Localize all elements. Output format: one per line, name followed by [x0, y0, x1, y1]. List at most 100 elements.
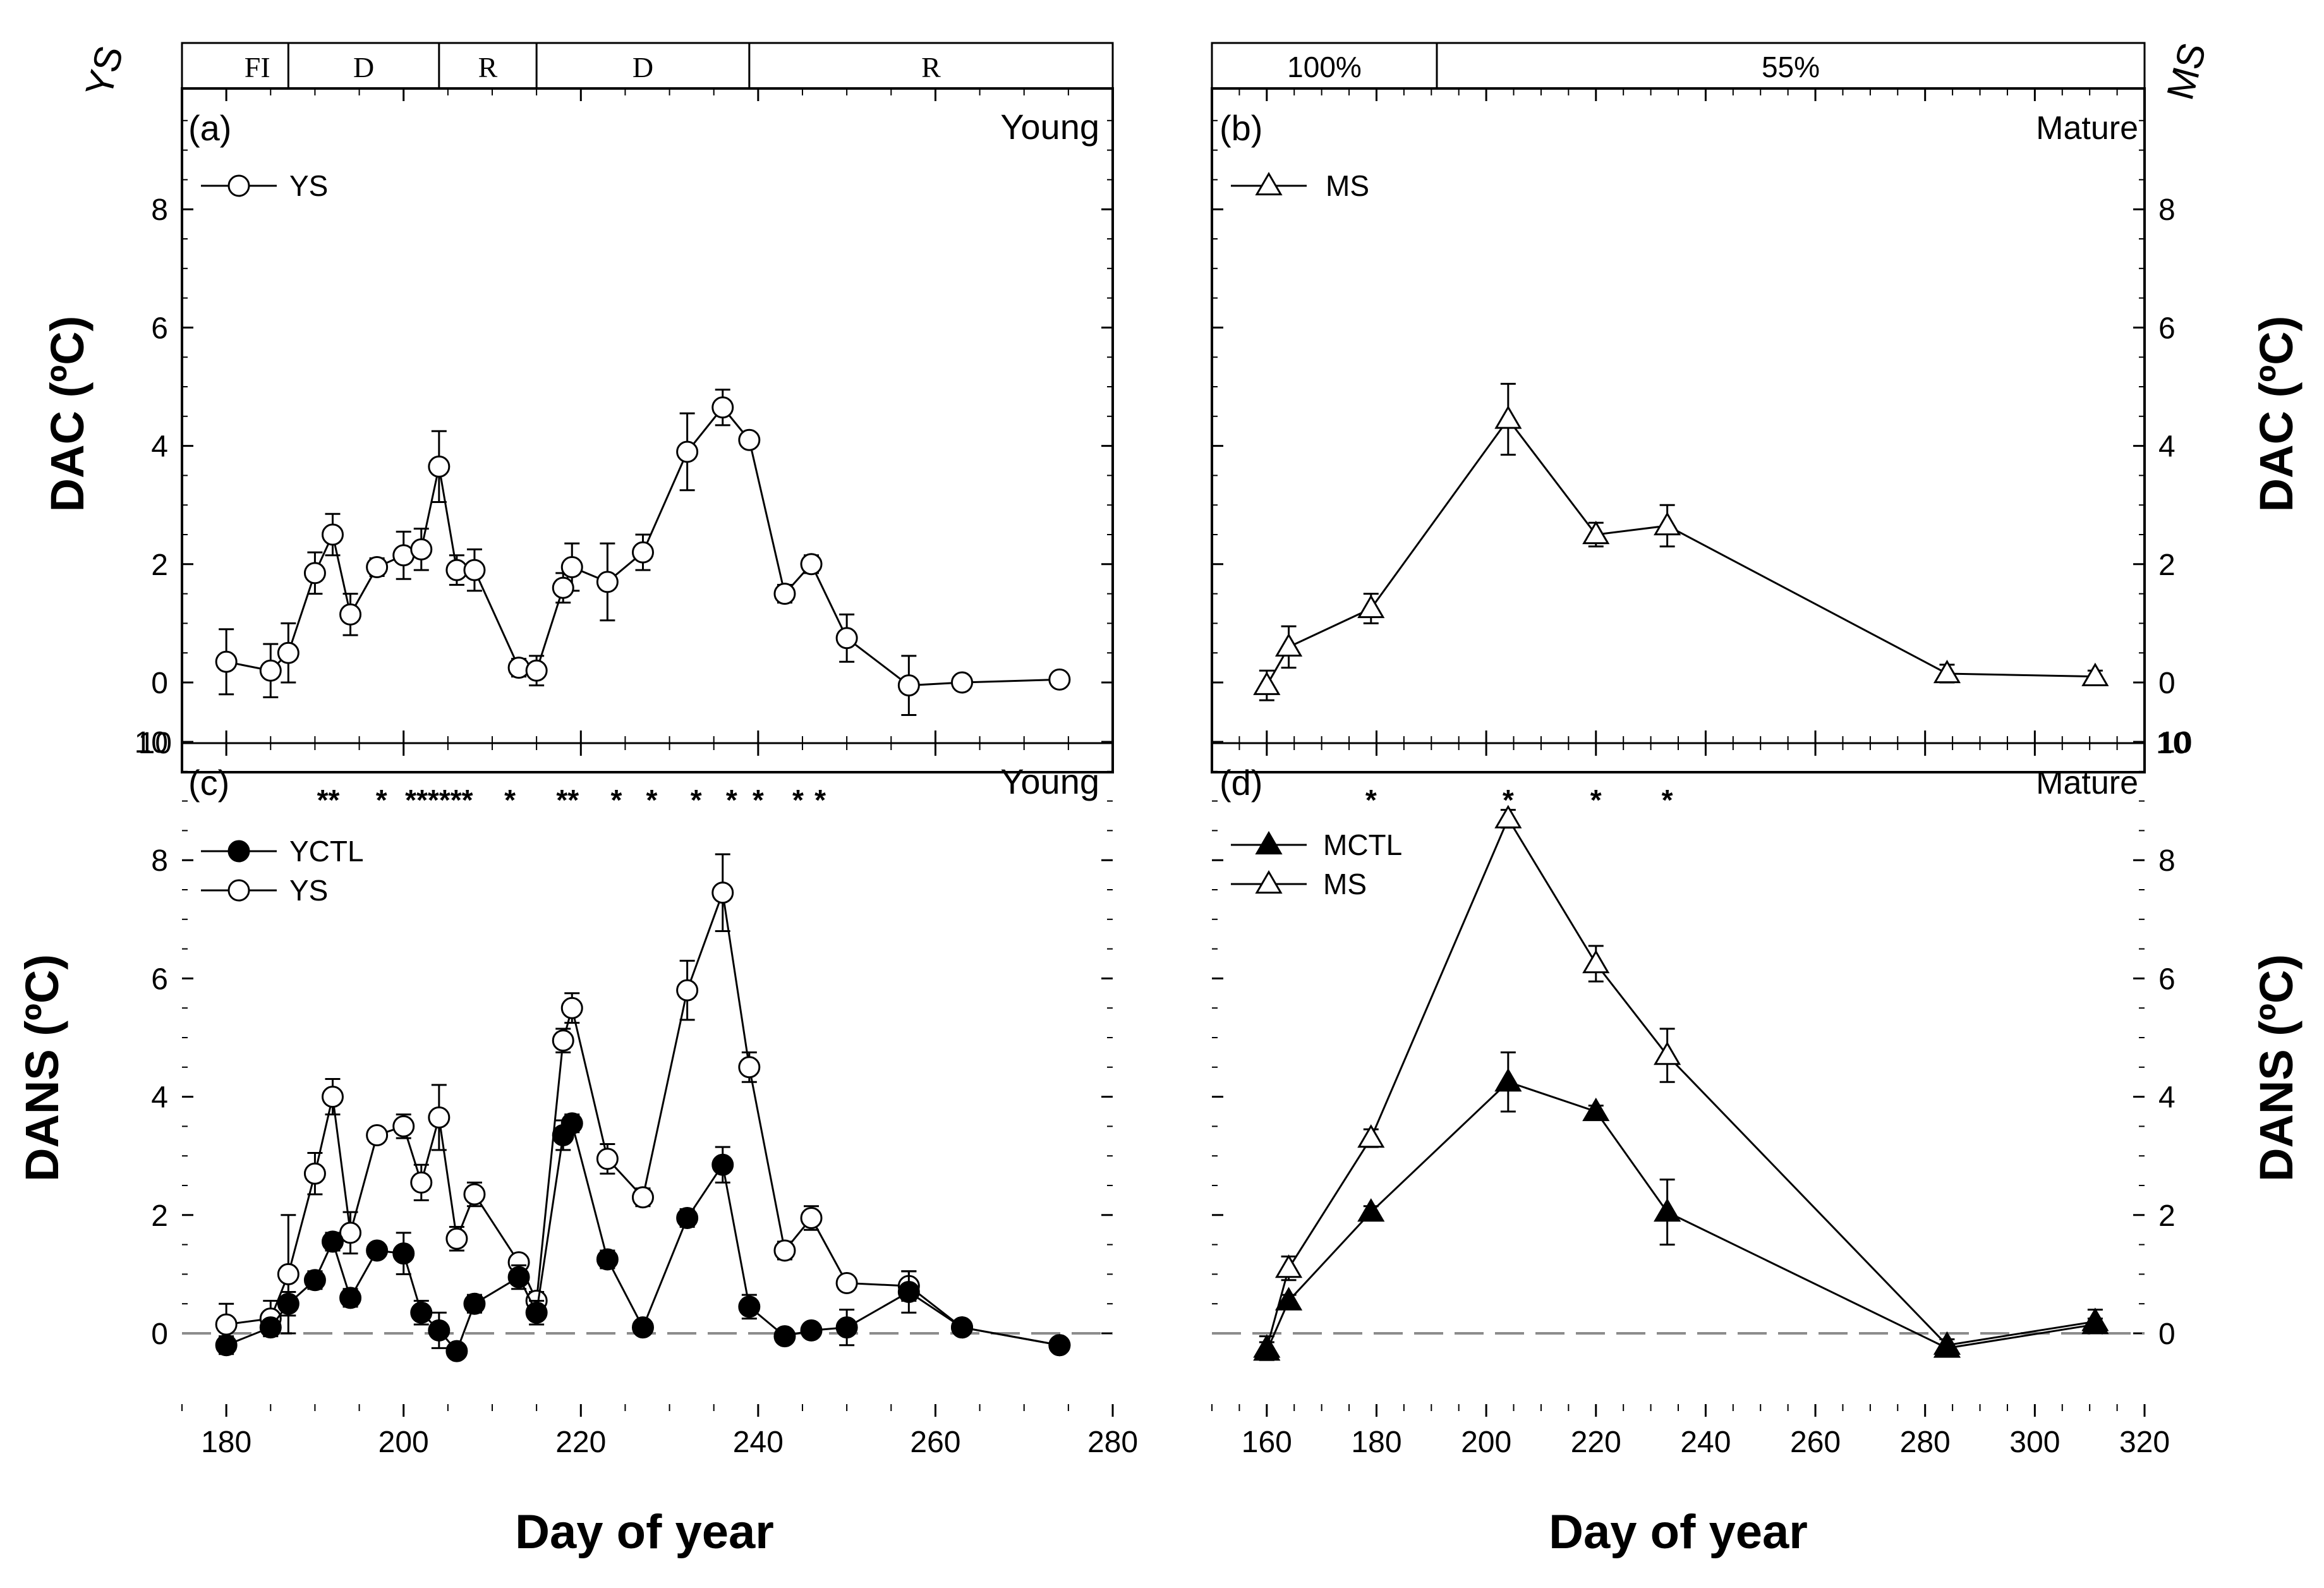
significance-mark-d: * — [1503, 784, 1514, 816]
data-point-a-ys — [897, 674, 920, 697]
data-point-c-ys — [676, 979, 699, 1002]
strip-right-segment-label: 100% — [1287, 51, 1362, 83]
significance-mark-c: * — [691, 784, 702, 816]
series-line-b-ms — [1266, 417, 2095, 686]
strip-left-segment-label: R — [921, 51, 941, 83]
y-axis-title-dac-left: DAC (ºC) — [41, 316, 94, 512]
data-point-c-ys — [215, 1313, 238, 1336]
data-point-d-ms — [1274, 1254, 1303, 1278]
data-point-d-mctl — [1357, 1198, 1385, 1222]
ytick-label-c: 6 — [151, 962, 168, 996]
ytick-label-a: 2 — [151, 549, 168, 582]
data-point-c-ys — [835, 1271, 858, 1294]
x-axis-title-left: Day of year — [515, 1505, 774, 1559]
data-point-d-mctl — [1494, 1068, 1522, 1092]
data-point-a-ys — [676, 440, 699, 463]
data-point-c-yctl — [445, 1340, 468, 1362]
legend-marker-c-ys — [227, 879, 250, 902]
significance-mark-c: ** — [556, 784, 579, 816]
data-point-c-yctl — [951, 1316, 974, 1339]
data-point-a-ys — [631, 541, 654, 564]
xtick-label-c: 220 — [555, 1426, 606, 1459]
data-point-c-yctl — [392, 1242, 415, 1265]
panel-d-label: (d) — [1219, 763, 1262, 803]
legend-marker-c-yctl — [227, 840, 250, 863]
xtick-label-d: 160 — [1242, 1426, 1292, 1459]
data-point-c-ys — [410, 1171, 433, 1194]
left-plot-frame — [181, 87, 1114, 773]
ytick-label-c: 2 — [151, 1199, 168, 1233]
legend-marker-b-ms — [1255, 172, 1283, 196]
data-point-c-yctl — [631, 1316, 654, 1339]
data-point-a-ys — [428, 455, 451, 478]
xtick-label-d: 200 — [1461, 1426, 1511, 1459]
data-point-c-ys — [339, 1221, 362, 1244]
data-point-c-yctl — [428, 1319, 451, 1342]
ytick-label-a: 6 — [151, 312, 168, 345]
data-point-a-ys — [773, 583, 796, 605]
x-axis-title-right: Day of year — [1549, 1505, 1808, 1559]
ytick-label-c: 4 — [151, 1081, 168, 1115]
data-point-b-ms — [2081, 662, 2109, 686]
data-point-a-ys — [463, 559, 486, 581]
ytick-label-b: 2 — [2158, 549, 2176, 582]
data-point-a-ys — [552, 576, 574, 599]
data-point-c-ys — [552, 1029, 574, 1052]
ytick-label-b: 8 — [2158, 193, 2176, 227]
legend-b-ms-label: MS — [1326, 169, 1369, 202]
data-point-c-yctl — [303, 1269, 326, 1292]
data-point-c-ys — [321, 1086, 344, 1108]
data-point-a-ys — [800, 553, 823, 576]
ytick-label-a: 4 — [151, 430, 168, 464]
data-point-b-ms — [1357, 595, 1385, 619]
series-line-d-mctl — [1266, 1081, 2096, 1352]
significance-mark-d: * — [1365, 784, 1377, 816]
strip-left-segment-label: R — [478, 51, 498, 83]
data-point-c-yctl — [711, 1153, 734, 1176]
data-point-c-yctl — [259, 1316, 282, 1339]
ytick-label-c: 0 — [151, 1318, 168, 1351]
ytick-label-a: 8 — [151, 193, 168, 227]
ytick-label-b: 6 — [2158, 312, 2176, 345]
significance-mark-d: * — [1662, 784, 1673, 816]
strip-left-segments: FI D R D R — [245, 43, 941, 88]
data-point-a-ys — [835, 627, 858, 650]
legend-c-ys-label: YS — [289, 874, 328, 907]
data-point-a-ys — [525, 659, 548, 682]
data-point-c-ys — [366, 1124, 389, 1146]
xtick-label-d: 320 — [2119, 1426, 2170, 1459]
data-point-c-yctl — [1048, 1334, 1071, 1357]
xtick-label-d: 240 — [1680, 1426, 1731, 1459]
data-point-a-ys — [560, 555, 583, 578]
ytick-label-a: 0 — [151, 667, 168, 700]
data-point-a-ys — [366, 555, 389, 578]
data-point-c-yctl — [463, 1292, 486, 1315]
panel-c-corner-label: Young — [1000, 761, 1099, 801]
legend-marker-d-ms — [1255, 870, 1283, 894]
data-point-a-ys — [339, 603, 362, 626]
significance-mark-d: * — [1590, 784, 1602, 816]
ytick-label-d: 4 — [2158, 1081, 2176, 1115]
ytick-label-b: 4 — [2158, 430, 2176, 464]
legend-d-mctl-label: MCTL — [1323, 828, 1402, 861]
data-point-c-yctl — [560, 1112, 583, 1135]
data-point-c-yctl — [773, 1325, 796, 1348]
data-point-b-ms — [1253, 671, 1281, 695]
xtick-label-d: 300 — [2009, 1426, 2060, 1459]
data-point-a-ys — [321, 523, 344, 546]
data-point-d-mctl — [1933, 1334, 1961, 1358]
data-point-c-yctl — [321, 1230, 344, 1253]
data-point-d-ms — [1357, 1124, 1385, 1148]
xtick-label-d: 180 — [1351, 1426, 1401, 1459]
data-point-d-mctl — [1654, 1198, 1681, 1222]
data-point-d-ms — [1582, 950, 1610, 974]
legend-a-ys-label: YS — [289, 169, 328, 202]
ytick-label-d: 0 — [2158, 1318, 2176, 1351]
panel-a-label: (a) — [188, 108, 231, 148]
data-point-c-ys — [596, 1148, 619, 1170]
series-line-d-ms — [1266, 816, 2096, 1349]
ytick-label-c: 10 — [135, 726, 168, 760]
data-point-d-mctl — [2081, 1310, 2109, 1335]
